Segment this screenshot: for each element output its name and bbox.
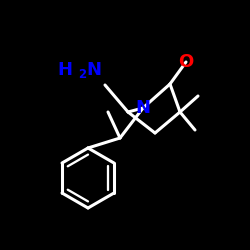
Text: N: N <box>136 99 150 117</box>
Text: 2: 2 <box>78 68 86 80</box>
Text: N: N <box>86 61 101 79</box>
Text: O: O <box>178 53 194 71</box>
Text: H: H <box>57 61 72 79</box>
